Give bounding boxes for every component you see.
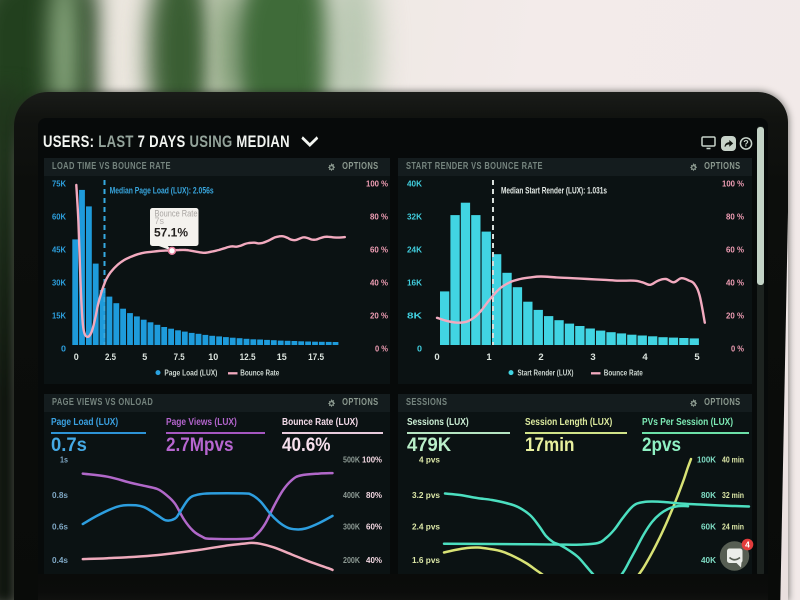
svg-text:Median Page Load (LUX): 2.056s: Median Page Load (LUX): 2.056s bbox=[110, 186, 214, 196]
svg-text:2.4 pvs: 2.4 pvs bbox=[412, 522, 440, 532]
svg-text:32 min: 32 min bbox=[722, 490, 744, 500]
svg-text:40%: 40% bbox=[366, 555, 382, 565]
svg-text:100 %: 100 % bbox=[722, 179, 744, 189]
svg-text:16K: 16K bbox=[407, 278, 423, 288]
svg-text:8K: 8K bbox=[407, 311, 423, 321]
svg-text:4: 4 bbox=[745, 540, 750, 550]
svg-text:40 %: 40 % bbox=[726, 278, 744, 288]
svg-text:Median Start Render (LUX): 1.0: Median Start Render (LUX): 1.031s bbox=[501, 186, 607, 196]
svg-text:20 %: 20 % bbox=[726, 311, 744, 321]
svg-text:57.1%: 57.1% bbox=[154, 228, 188, 240]
svg-text:5: 5 bbox=[694, 352, 700, 363]
svg-text:5: 5 bbox=[142, 352, 148, 363]
svg-text:0: 0 bbox=[417, 344, 422, 354]
svg-text:3.2 pvs: 3.2 pvs bbox=[412, 490, 440, 500]
svg-text:60K: 60K bbox=[701, 522, 717, 532]
svg-text:7s: 7s bbox=[155, 216, 165, 226]
svg-text:20 %: 20 % bbox=[370, 311, 388, 321]
svg-text:Page Load (LUX): Page Load (LUX) bbox=[164, 367, 217, 377]
svg-text:0: 0 bbox=[61, 344, 66, 354]
svg-text:45K: 45K bbox=[52, 245, 67, 255]
svg-text:15: 15 bbox=[277, 352, 288, 363]
svg-text:100%: 100% bbox=[362, 455, 382, 465]
svg-text:60%: 60% bbox=[366, 522, 382, 532]
svg-text:?: ? bbox=[743, 139, 749, 149]
svg-text:80%: 80% bbox=[366, 490, 382, 500]
svg-text:40K: 40K bbox=[701, 555, 717, 565]
svg-text:100 %: 100 % bbox=[366, 179, 388, 189]
svg-text:Bounce Rate: Bounce Rate bbox=[604, 367, 643, 377]
svg-text:0 %: 0 % bbox=[731, 344, 744, 354]
svg-text:4: 4 bbox=[642, 352, 648, 363]
svg-text:7.5: 7.5 bbox=[174, 352, 186, 363]
svg-text:40 min: 40 min bbox=[722, 455, 744, 465]
svg-text:0.8s: 0.8s bbox=[52, 490, 68, 500]
svg-text:500K: 500K bbox=[343, 455, 361, 465]
svg-text:60 %: 60 % bbox=[370, 245, 388, 255]
svg-text:24K: 24K bbox=[407, 245, 423, 255]
svg-text:Bounce Rate: Bounce Rate bbox=[240, 367, 279, 377]
svg-text:75K: 75K bbox=[52, 179, 67, 189]
svg-text:40 %: 40 % bbox=[370, 278, 388, 288]
svg-text:2.5: 2.5 bbox=[105, 352, 117, 363]
svg-text:2: 2 bbox=[538, 352, 543, 363]
svg-text:0 %: 0 % bbox=[375, 344, 388, 354]
svg-text:0: 0 bbox=[74, 352, 79, 363]
svg-text:300K: 300K bbox=[343, 522, 361, 532]
svg-text:80K: 80K bbox=[701, 490, 717, 500]
svg-text:Bounce Rate: Bounce Rate bbox=[155, 209, 198, 219]
svg-text:80 %: 80 % bbox=[370, 212, 388, 222]
svg-text:30K: 30K bbox=[52, 278, 67, 288]
svg-text:0.6s: 0.6s bbox=[52, 522, 68, 532]
svg-text:1s: 1s bbox=[60, 455, 68, 465]
svg-text:4 pvs: 4 pvs bbox=[419, 455, 440, 465]
svg-text:15K: 15K bbox=[52, 311, 67, 321]
svg-text:100K: 100K bbox=[697, 455, 717, 465]
svg-text:17.5: 17.5 bbox=[308, 352, 325, 363]
svg-text:400K: 400K bbox=[343, 490, 361, 500]
svg-text:24 min: 24 min bbox=[722, 522, 744, 532]
svg-text:0: 0 bbox=[434, 352, 439, 363]
svg-text:60K: 60K bbox=[52, 212, 67, 222]
svg-text:10: 10 bbox=[208, 352, 218, 363]
svg-text:1.6 pvs: 1.6 pvs bbox=[412, 555, 440, 565]
svg-text:12.5: 12.5 bbox=[240, 352, 257, 363]
svg-text:32K: 32K bbox=[407, 212, 423, 222]
svg-text:1: 1 bbox=[486, 352, 492, 363]
svg-text:Start Render (LUX): Start Render (LUX) bbox=[518, 367, 574, 377]
svg-text:3: 3 bbox=[590, 352, 595, 363]
svg-text:80 %: 80 % bbox=[726, 212, 744, 222]
svg-text:200K: 200K bbox=[343, 555, 361, 565]
svg-text:60 %: 60 % bbox=[726, 245, 744, 255]
svg-text:0.4s: 0.4s bbox=[52, 555, 68, 565]
svg-text:40K: 40K bbox=[407, 179, 423, 189]
